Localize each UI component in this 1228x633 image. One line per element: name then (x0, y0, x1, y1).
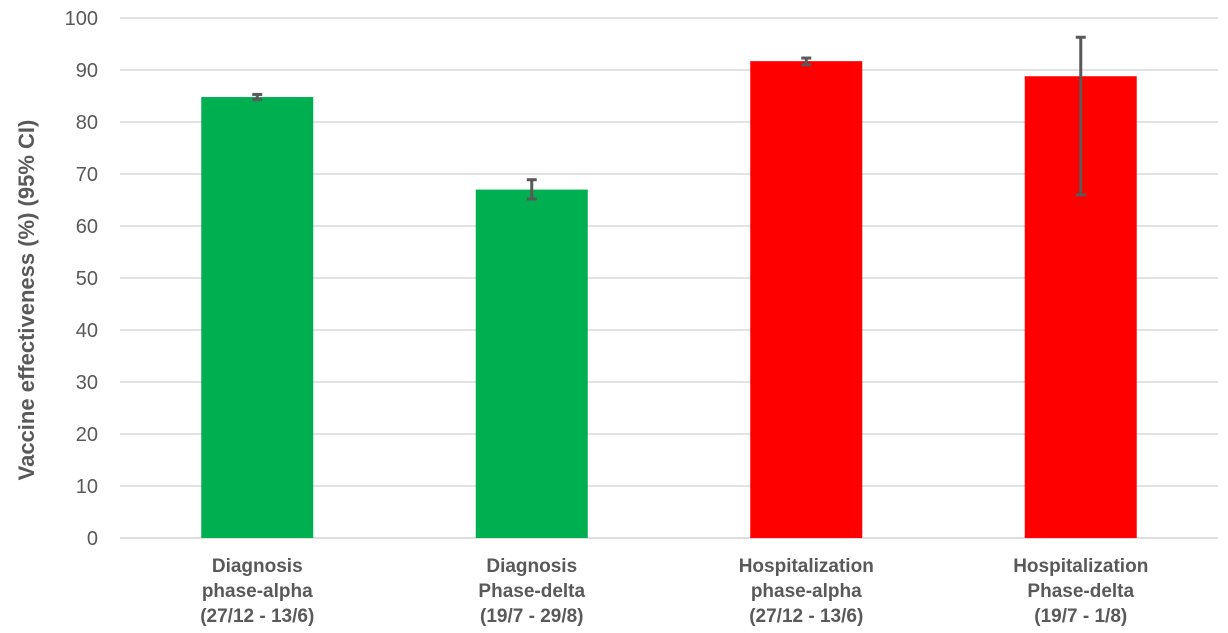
y-tick-label: 90 (76, 60, 98, 82)
category-labels: Diagnosis phase-alpha (27/12 - 13/6) Diagno… (200, 556, 1148, 627)
category-label: (27/12 - 13/6) (200, 606, 314, 627)
y-tick-label: 30 (76, 372, 98, 394)
y-tick-label: 40 (76, 320, 98, 342)
bar (475, 189, 588, 538)
bars (201, 61, 1137, 539)
y-tick-label: 80 (76, 112, 98, 134)
y-tick-label: 10 (76, 476, 98, 498)
y-axis-label: Vaccine effectiveness (%) (95% CI) (14, 120, 39, 481)
category-label: phase-alpha (202, 581, 313, 602)
category-label: (19/7 - 1/8) (1034, 606, 1127, 627)
category-label: (19/7 - 29/8) (480, 606, 584, 627)
category-label: phase-alpha (751, 581, 862, 602)
category-label: Diagnosis (486, 556, 577, 577)
y-tick-label: 70 (76, 164, 98, 186)
category-label: (27/12 - 13/6) (749, 606, 863, 627)
category-label: Hospitalization (739, 556, 874, 577)
y-tick-label: 20 (76, 424, 98, 446)
category-label: Diagnosis (212, 556, 303, 577)
y-tick-label: 50 (76, 268, 98, 290)
category-label: Phase-delta (1027, 581, 1134, 602)
error-bars (252, 35, 1086, 201)
y-tick-label: 60 (76, 216, 98, 238)
bar (750, 61, 863, 538)
category-label: Phase-delta (478, 581, 585, 602)
category-label: Hospitalization (1013, 556, 1148, 577)
y-tick-labels: 0 10 20 30 40 50 60 70 80 90 100 (65, 8, 98, 550)
bar (201, 97, 314, 538)
y-tick-label: 0 (87, 528, 98, 550)
y-tick-label: 100 (65, 8, 98, 30)
